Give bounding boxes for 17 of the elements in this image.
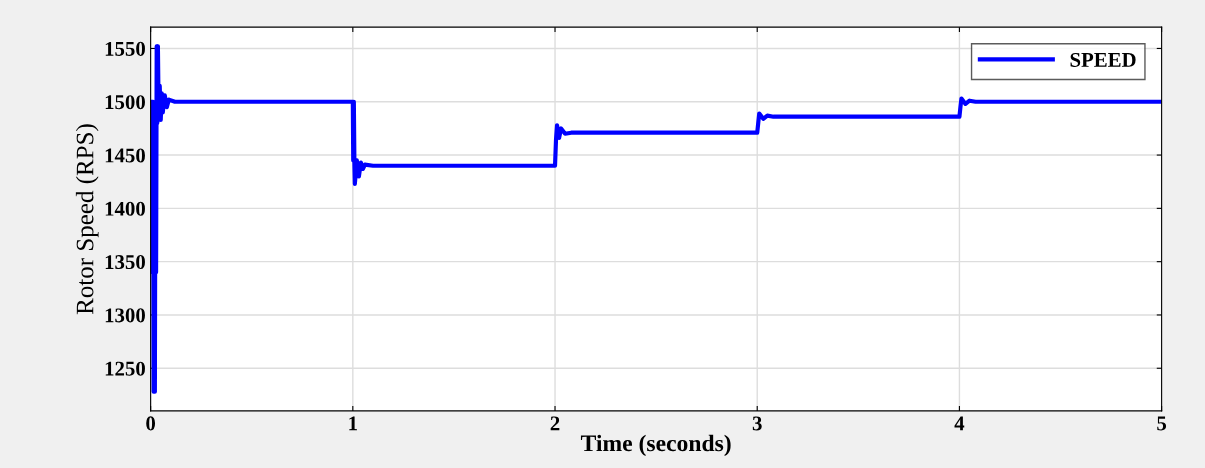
y-tick-label: 1500 <box>105 95 145 110</box>
y-tick-label: 1350 <box>105 255 145 270</box>
x-tick-label: 5 <box>1157 416 1167 431</box>
y-tick-label: 1300 <box>105 308 145 323</box>
y-tick-label: 1550 <box>105 41 145 56</box>
line-series <box>150 44 1162 394</box>
x-tick-label: 3 <box>752 416 762 431</box>
y-axis-title: Rotor Speed (RPS) <box>75 124 99 315</box>
x-tick-label: 1 <box>349 416 357 431</box>
y-tick-label: 1400 <box>105 201 145 216</box>
x-axis-title: Time (seconds) <box>580 434 731 457</box>
y-tick-label: 1250 <box>105 361 145 376</box>
legend-label: SPEED <box>1070 52 1136 67</box>
x-tick-label: 4 <box>954 416 965 431</box>
y-tick-label: 1450 <box>105 148 145 163</box>
x-tick-label: 2 <box>550 416 560 431</box>
x-tick-label: 0 <box>146 416 156 431</box>
